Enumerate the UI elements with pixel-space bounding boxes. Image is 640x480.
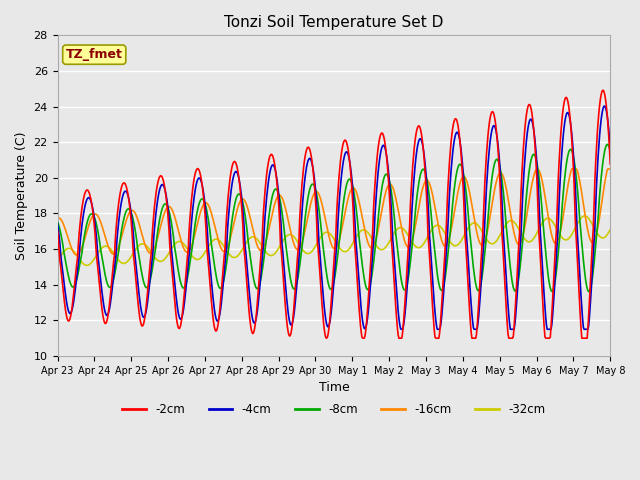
Text: TZ_fmet: TZ_fmet — [66, 48, 123, 61]
X-axis label: Time: Time — [319, 381, 349, 394]
Title: Tonzi Soil Temperature Set D: Tonzi Soil Temperature Set D — [224, 15, 444, 30]
Legend: -2cm, -4cm, -8cm, -16cm, -32cm: -2cm, -4cm, -8cm, -16cm, -32cm — [118, 398, 550, 420]
Y-axis label: Soil Temperature (C): Soil Temperature (C) — [15, 132, 28, 260]
